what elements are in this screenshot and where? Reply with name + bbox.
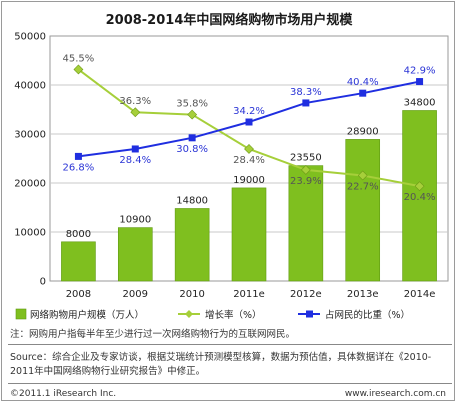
line-marker [244,144,254,154]
line-value-label: 34.2% [233,106,265,117]
bar-value-label: 23550 [290,153,322,164]
x-tick-label: 2010 [179,289,204,300]
line-marker [414,181,425,192]
line-marker [245,118,253,126]
bar-value-label: 14800 [176,195,208,206]
bar [117,227,153,282]
y-tick-label: 40000 [14,81,46,92]
legend-label: 占网民的比重（%） [325,309,410,321]
line-marker [74,152,82,160]
line-value-label: 20.4% [404,192,436,203]
x-tick-label: 2013e [347,289,379,300]
bar [231,187,267,282]
x-tick-label: 2008 [66,289,91,300]
bar [345,139,381,282]
legend-swatch-bar [15,308,27,320]
note-divider [8,344,452,345]
legend: 网络购物用户规模（万人） 增长率（%） 占网民的比重（%） [15,308,410,321]
bar [402,110,437,282]
line-value-label: 28.4% [119,155,151,166]
line-marker [73,64,84,75]
legend-label: 网络购物用户规模（万人） [30,309,144,321]
line-value-label: 26.8% [63,162,95,173]
line-value-label: 22.7% [347,181,379,192]
line-marker [188,134,196,142]
note-text: 注：网购用户指每半年至少进行过一次网络购物行为的互联网网民。 [10,329,296,340]
line-value-label: 42.9% [404,66,436,77]
lines: 45.5% 36.3% 35.8% 28.4% 23.9% 22.7% 20.4% 26.8%… [63,53,436,203]
y-tick-label: 50000 [14,32,46,43]
bar-value-label: 28900 [347,126,379,137]
x-tick-label: 2011e [233,289,265,300]
x-tick-label: 2014e [404,289,436,300]
chart-title: 2008-2014年中国网络购物市场用户规模 [106,12,354,28]
line-value-label: 40.4% [347,77,379,88]
y-axis: 0 10000 20000 30000 40000 50000 [14,32,46,288]
line-marker [300,164,311,175]
line-value-label: 28.4% [233,155,265,166]
bars [61,110,437,282]
line-value-label: 23.9% [290,176,322,187]
x-tick-label: 2009 [123,289,148,300]
bar-value-label: 10900 [119,215,151,226]
bar-value-label: 19000 [233,175,265,186]
line-marker [187,109,198,120]
bar [174,208,210,282]
line-marker [359,89,367,97]
line-value-label: 45.5% [63,53,95,64]
y-tick-label: 20000 [14,179,46,190]
footer-divider [8,383,452,384]
line-marker [357,170,368,181]
bar-value-label: 8000 [66,229,91,240]
source-text-line1: Source：综合企业及专家访谈，根据艾瑞统计预测模型核算，数据为预估值，具体数… [10,352,432,363]
line-marker [416,78,424,86]
x-tick-label: 2012e [290,289,322,300]
y-tick-label: 10000 [14,228,46,239]
line-value-label: 30.8% [176,144,208,155]
copyright-text: ©2011.1 iResearch Inc. [10,389,117,399]
line-marker [302,99,310,107]
line-value-label: 38.3% [290,87,322,98]
x-axis: 2008 2009 2010 2011e 2012e 2013e 2014e [66,289,436,300]
y-tick-label: 0 [40,277,46,288]
website-text: www.iresearch.com.cn [344,389,446,399]
line-marker [131,145,139,153]
line-value-label: 36.3% [119,96,151,107]
bar-labels: 8000 10900 14800 19000 23550 28900 34800 [66,97,436,239]
bar-value-label: 34800 [404,97,436,108]
source-text-line2: 2011年中国网络购物行业研究报告》中修正。 [10,366,206,377]
bar [288,165,324,282]
bar [61,241,96,282]
legend-label: 增长率（%） [205,309,262,321]
y-tick-label: 30000 [14,130,46,141]
line-marker [130,107,141,118]
line-value-label: 35.8% [176,99,208,110]
legend-swatch-marker [185,310,193,318]
legend-swatch-marker [306,310,313,318]
